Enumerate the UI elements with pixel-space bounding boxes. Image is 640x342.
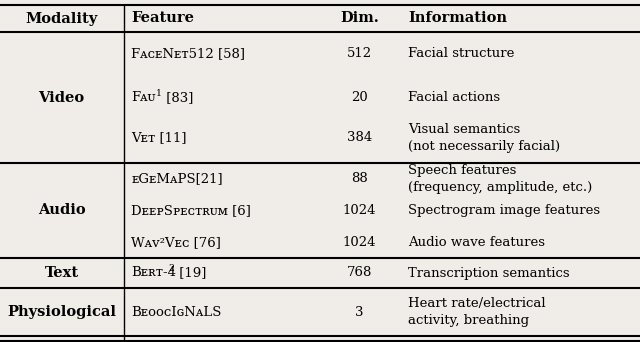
Text: BᴇᴏᴏᴄIɢNᴀLS: BᴇᴏᴏᴄIɢNᴀLS xyxy=(131,305,221,318)
Text: Wᴀᴠ²Vᴇᴄ [76]: Wᴀᴠ²Vᴇᴄ [76] xyxy=(131,236,221,249)
Text: FᴀᴄᴇNᴇᴛ512 [58]: FᴀᴄᴇNᴇᴛ512 [58] xyxy=(131,47,245,60)
Text: 1: 1 xyxy=(156,89,161,98)
Text: Audio: Audio xyxy=(38,203,85,218)
Text: ᴇGᴇMᴀPS[21]: ᴇGᴇMᴀPS[21] xyxy=(131,172,223,185)
Text: 1024: 1024 xyxy=(343,236,376,249)
Text: Audio wave features: Audio wave features xyxy=(408,236,545,249)
Text: Speech features
(frequency, amplitude, etc.): Speech features (frequency, amplitude, e… xyxy=(408,164,593,194)
Text: 3: 3 xyxy=(355,305,364,318)
Text: Heart rate/electrical
activity, breathing: Heart rate/electrical activity, breathin… xyxy=(408,297,546,327)
Text: 512: 512 xyxy=(347,47,372,60)
Text: Vᴇᴛ [11]: Vᴇᴛ [11] xyxy=(131,131,187,144)
Text: Text: Text xyxy=(44,266,79,280)
Text: Facial structure: Facial structure xyxy=(408,47,515,60)
Text: Visual semantics
(not necessarily facial): Visual semantics (not necessarily facial… xyxy=(408,123,561,153)
Text: Facial actions: Facial actions xyxy=(408,91,500,104)
Text: [83]: [83] xyxy=(162,91,193,104)
Text: [19]: [19] xyxy=(175,266,206,279)
Text: Fᴀᴜ: Fᴀᴜ xyxy=(131,91,156,104)
Text: Spectrogram image features: Spectrogram image features xyxy=(408,204,600,217)
Text: 2: 2 xyxy=(168,264,174,273)
Text: Physiological: Physiological xyxy=(7,305,116,319)
Text: DᴇᴇᴘSᴘᴇᴄᴛʀᴜᴍ [6]: DᴇᴇᴘSᴘᴇᴄᴛʀᴜᴍ [6] xyxy=(131,204,251,217)
Text: 1024: 1024 xyxy=(343,204,376,217)
Text: Modality: Modality xyxy=(26,12,97,26)
Text: 384: 384 xyxy=(347,131,372,144)
Text: 88: 88 xyxy=(351,172,368,185)
Text: 20: 20 xyxy=(351,91,368,104)
Text: Information: Information xyxy=(408,12,508,26)
Text: Transcription semantics: Transcription semantics xyxy=(408,266,570,279)
Text: Bᴇʀᴛ-4: Bᴇʀᴛ-4 xyxy=(131,266,176,279)
Text: Feature: Feature xyxy=(131,12,194,26)
Text: 768: 768 xyxy=(347,266,372,279)
Text: Video: Video xyxy=(38,91,84,105)
Text: Dim.: Dim. xyxy=(340,12,379,26)
